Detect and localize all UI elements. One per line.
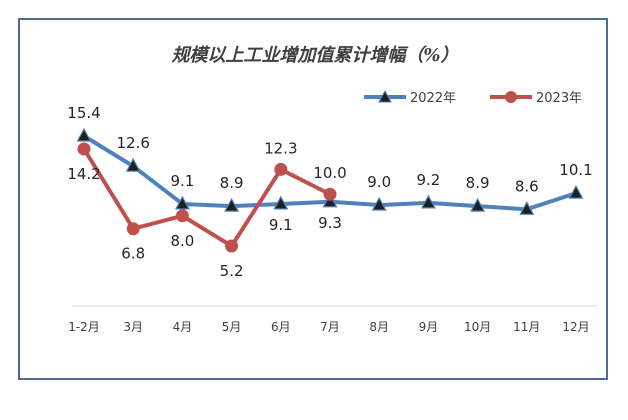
x-tick-label: 6月 bbox=[271, 320, 291, 334]
data-point-triangle bbox=[371, 196, 387, 211]
data-label: 9.1 bbox=[170, 172, 194, 190]
data-label: 8.0 bbox=[170, 232, 194, 250]
data-label: 9.2 bbox=[416, 171, 440, 189]
series-layer bbox=[76, 127, 584, 253]
legend-marker-triangle bbox=[378, 89, 392, 103]
data-point-circle bbox=[175, 209, 189, 223]
data-point-triangle bbox=[273, 195, 289, 210]
data-label-layer: 15.4 12.6 9.1 8.9 9.1 9.3 9.0 9.2 8.9 8.6 10.1 14.2… bbox=[67, 104, 592, 280]
data-label: 12.6 bbox=[116, 134, 149, 152]
data-label: 9.0 bbox=[367, 173, 391, 191]
data-label: 9.1 bbox=[269, 216, 293, 234]
data-point-circle bbox=[126, 222, 140, 236]
x-tick-label: 7月 bbox=[320, 320, 340, 334]
data-label: 5.2 bbox=[220, 262, 244, 280]
data-point-triangle bbox=[519, 201, 535, 215]
x-tick-label: 9月 bbox=[419, 320, 439, 334]
legend-label: 2022年 bbox=[410, 91, 456, 106]
data-point-triangle bbox=[125, 157, 141, 172]
data-label: 12.3 bbox=[264, 139, 297, 157]
data-point-triangle bbox=[420, 194, 436, 209]
x-tick-label: 3月 bbox=[123, 320, 143, 334]
data-point-triangle bbox=[174, 195, 190, 210]
x-tick-label: 10月 bbox=[464, 320, 491, 334]
data-label: 15.4 bbox=[67, 104, 100, 122]
x-tick-label: 11月 bbox=[513, 320, 540, 334]
data-label: 10.1 bbox=[559, 161, 592, 179]
data-point-triangle bbox=[224, 197, 240, 212]
x-axis-ticks: 1-2月 3月 4月 5月 6月 7月 8月 9月 10月 11月 12月 bbox=[68, 320, 589, 334]
chart-title: 规模以上工业增加值累计增幅（%） bbox=[171, 45, 458, 66]
data-point-triangle bbox=[322, 193, 338, 208]
data-point-circle bbox=[274, 162, 288, 176]
data-point-triangle bbox=[470, 197, 486, 212]
data-point-circle bbox=[225, 239, 239, 253]
x-tick-label: 8月 bbox=[369, 320, 389, 334]
legend: 2022年 2023年 bbox=[364, 89, 582, 106]
x-tick-label: 4月 bbox=[173, 320, 193, 334]
data-point-circle bbox=[77, 142, 91, 156]
data-point-triangle bbox=[568, 184, 584, 199]
x-tick-label: 12月 bbox=[562, 320, 589, 334]
data-label: 10.0 bbox=[313, 164, 346, 182]
data-label: 6.8 bbox=[121, 245, 145, 263]
data-label: 8.9 bbox=[466, 174, 490, 192]
series-line-2 bbox=[82, 146, 332, 248]
data-point-circle bbox=[323, 187, 337, 201]
data-label: 8.9 bbox=[220, 174, 244, 192]
data-label: 8.6 bbox=[515, 177, 539, 195]
x-tick-label: 5月 bbox=[222, 320, 242, 334]
data-label: 14.2 bbox=[67, 165, 100, 183]
legend-label: 2023年 bbox=[536, 91, 582, 106]
data-point-triangle bbox=[76, 127, 92, 142]
data-label: 9.3 bbox=[318, 214, 342, 232]
legend-marker-circle bbox=[505, 91, 517, 103]
x-tick-label: 1-2月 bbox=[68, 320, 100, 334]
